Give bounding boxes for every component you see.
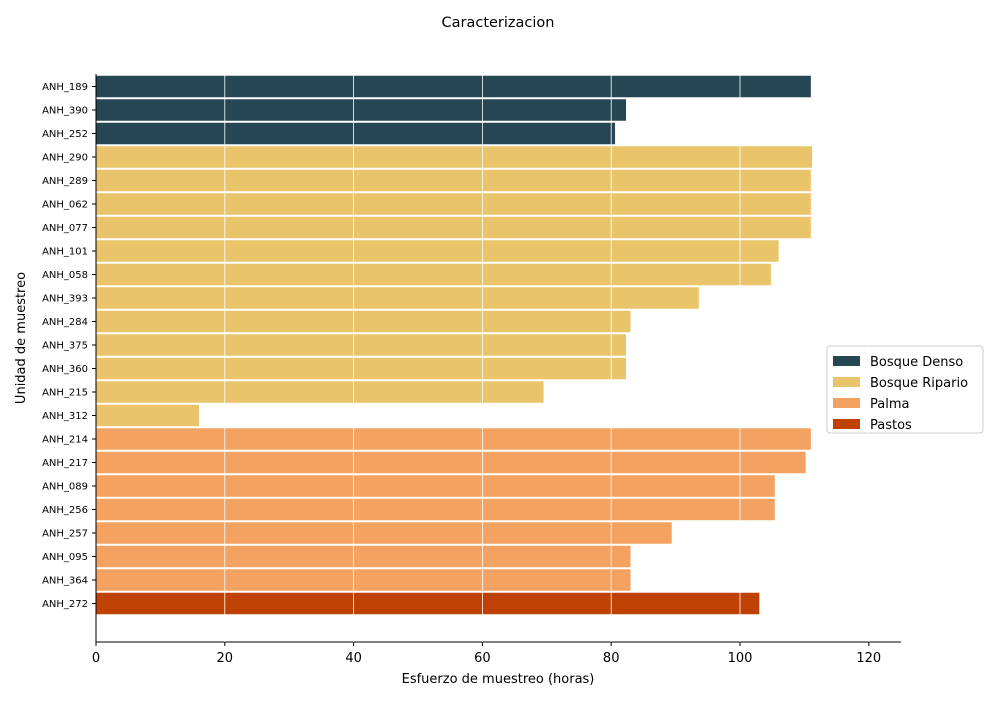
bar-anh-256 — [96, 498, 775, 521]
y-tick-label: ANH_215 — [42, 388, 88, 399]
y-tick-label: ANH_312 — [42, 411, 88, 422]
y-tick-label: ANH_393 — [42, 294, 88, 305]
y-tick-label: ANH_272 — [42, 599, 88, 610]
y-tick-label: ANH_284 — [42, 317, 88, 328]
x-tick-label: 40 — [345, 651, 362, 666]
x-tick-label: 20 — [217, 651, 234, 666]
bar-anh-215 — [96, 381, 544, 403]
legend-swatch — [833, 377, 860, 387]
x-tick-label: 120 — [856, 651, 881, 666]
x-axis-label: Esfuerzo de muestreo (horas) — [402, 672, 595, 687]
bar-anh-290 — [96, 146, 813, 168]
chart-title: Caracterizacion — [442, 15, 555, 31]
x-tick-label: 100 — [728, 651, 753, 666]
y-tick-label: ANH_360 — [42, 364, 88, 375]
legend-label: Pastos — [870, 418, 912, 433]
bar-anh-272 — [96, 592, 760, 615]
bar-anh-095 — [96, 545, 631, 568]
y-tick-label: ANH_089 — [42, 482, 88, 493]
legend-label: Bosque Ripario — [870, 376, 968, 391]
bar-anh-375 — [96, 334, 627, 356]
y-tick-label: ANH_289 — [42, 176, 88, 187]
bar-anh-252 — [96, 122, 616, 145]
y-tick-label: ANH_101 — [42, 247, 88, 258]
bar-anh-214 — [96, 428, 811, 450]
legend-label: Palma — [870, 397, 909, 412]
bar-anh-364 — [96, 569, 631, 591]
bar-anh-058 — [96, 263, 771, 286]
y-tick-label: ANH_390 — [42, 106, 88, 117]
bar-anh-312 — [96, 404, 200, 427]
x-tick-label: 0 — [92, 651, 100, 666]
x-tick-label: 60 — [474, 651, 491, 666]
y-tick-label: ANH_252 — [42, 129, 88, 140]
bar-anh-289 — [96, 169, 811, 192]
bar-anh-062 — [96, 193, 811, 215]
legend: Bosque Denso Bosque Ripario Palma Pastos — [826, 345, 984, 434]
y-tick-label: ANH_364 — [42, 576, 88, 587]
y-axis-label: Unidad de muestreo — [14, 272, 29, 404]
bar-anh-284 — [96, 310, 631, 333]
y-tick-label: ANH_189 — [42, 82, 88, 93]
y-tick-label: ANH_058 — [42, 270, 88, 281]
x-tick-label: 80 — [603, 651, 620, 666]
y-tick-label: ANH_290 — [42, 153, 88, 164]
bar-anh-077 — [96, 216, 811, 239]
legend-swatch — [833, 419, 860, 429]
grid — [224, 74, 870, 642]
bar-anh-257 — [96, 522, 672, 544]
y-tick-label: ANH_217 — [42, 458, 88, 469]
legend-label: Bosque Denso — [870, 355, 963, 370]
bar-anh-089 — [96, 475, 775, 497]
legend-box — [826, 345, 984, 434]
bar-anh-101 — [96, 240, 779, 262]
bar-anh-393 — [96, 287, 699, 309]
legend-swatch — [833, 356, 860, 366]
bars — [96, 75, 813, 615]
y-tick-label: ANH_375 — [42, 341, 88, 352]
bar-anh-390 — [96, 99, 627, 121]
bar-anh-189 — [96, 75, 811, 98]
y-tick-label: ANH_257 — [42, 529, 88, 540]
y-tick-label: ANH_214 — [42, 435, 88, 446]
y-tick-label: ANH_256 — [42, 505, 88, 516]
legend-swatch — [833, 398, 860, 408]
y-tick-label: ANH_077 — [42, 223, 88, 234]
y-tick-label: ANH_062 — [42, 200, 88, 211]
bar-anh-217 — [96, 451, 806, 474]
bar-anh-360 — [96, 357, 627, 380]
y-tick-label: ANH_095 — [42, 552, 88, 563]
axes: 0 20 40 60 80 100 120 ANH_189 ANH_390 ANH_252 ANH_… — [42, 74, 901, 666]
